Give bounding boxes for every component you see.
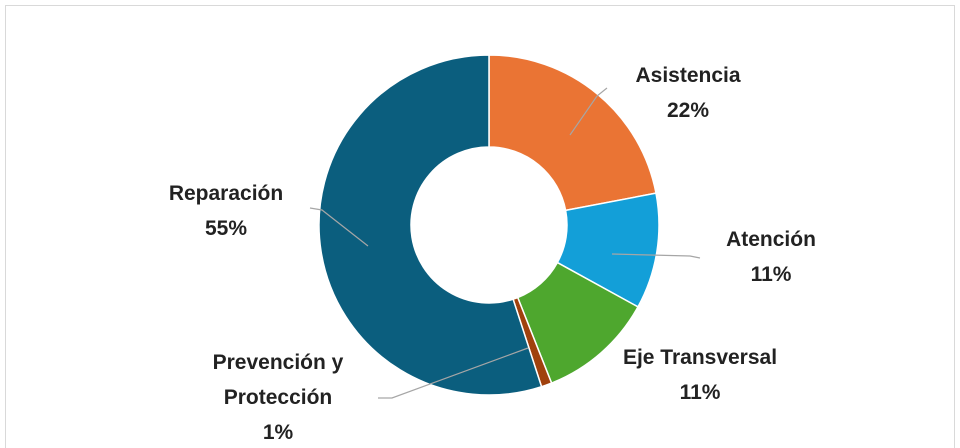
data-label: Asistencia 22% [588, 58, 788, 128]
data-label: Reparación 55% [126, 176, 326, 246]
leader-line [611, 253, 701, 259]
label-value: 55% [204, 217, 248, 240]
leader-line [569, 87, 608, 136]
label-value: 11% [679, 381, 721, 404]
data-label: Prevención y Protección 1% [193, 345, 363, 448]
label-name: Reparación [168, 182, 284, 205]
label-value: 1% [262, 421, 294, 444]
label-name: Prevención y Protección [212, 351, 344, 409]
label-name: Atención [726, 228, 816, 251]
label-name: Asistencia [635, 64, 741, 87]
leader-line [309, 207, 369, 247]
label-name: Eje Transversal [622, 346, 778, 369]
label-value: 11% [750, 263, 792, 286]
chart-border [5, 5, 955, 448]
data-label: Atención 11% [671, 222, 871, 292]
leader-line [378, 347, 529, 399]
donut-slice [488, 54, 657, 212]
label-value: 22% [666, 99, 710, 122]
donut-slice [318, 54, 543, 396]
data-label: Eje Transversal 11% [615, 340, 785, 410]
